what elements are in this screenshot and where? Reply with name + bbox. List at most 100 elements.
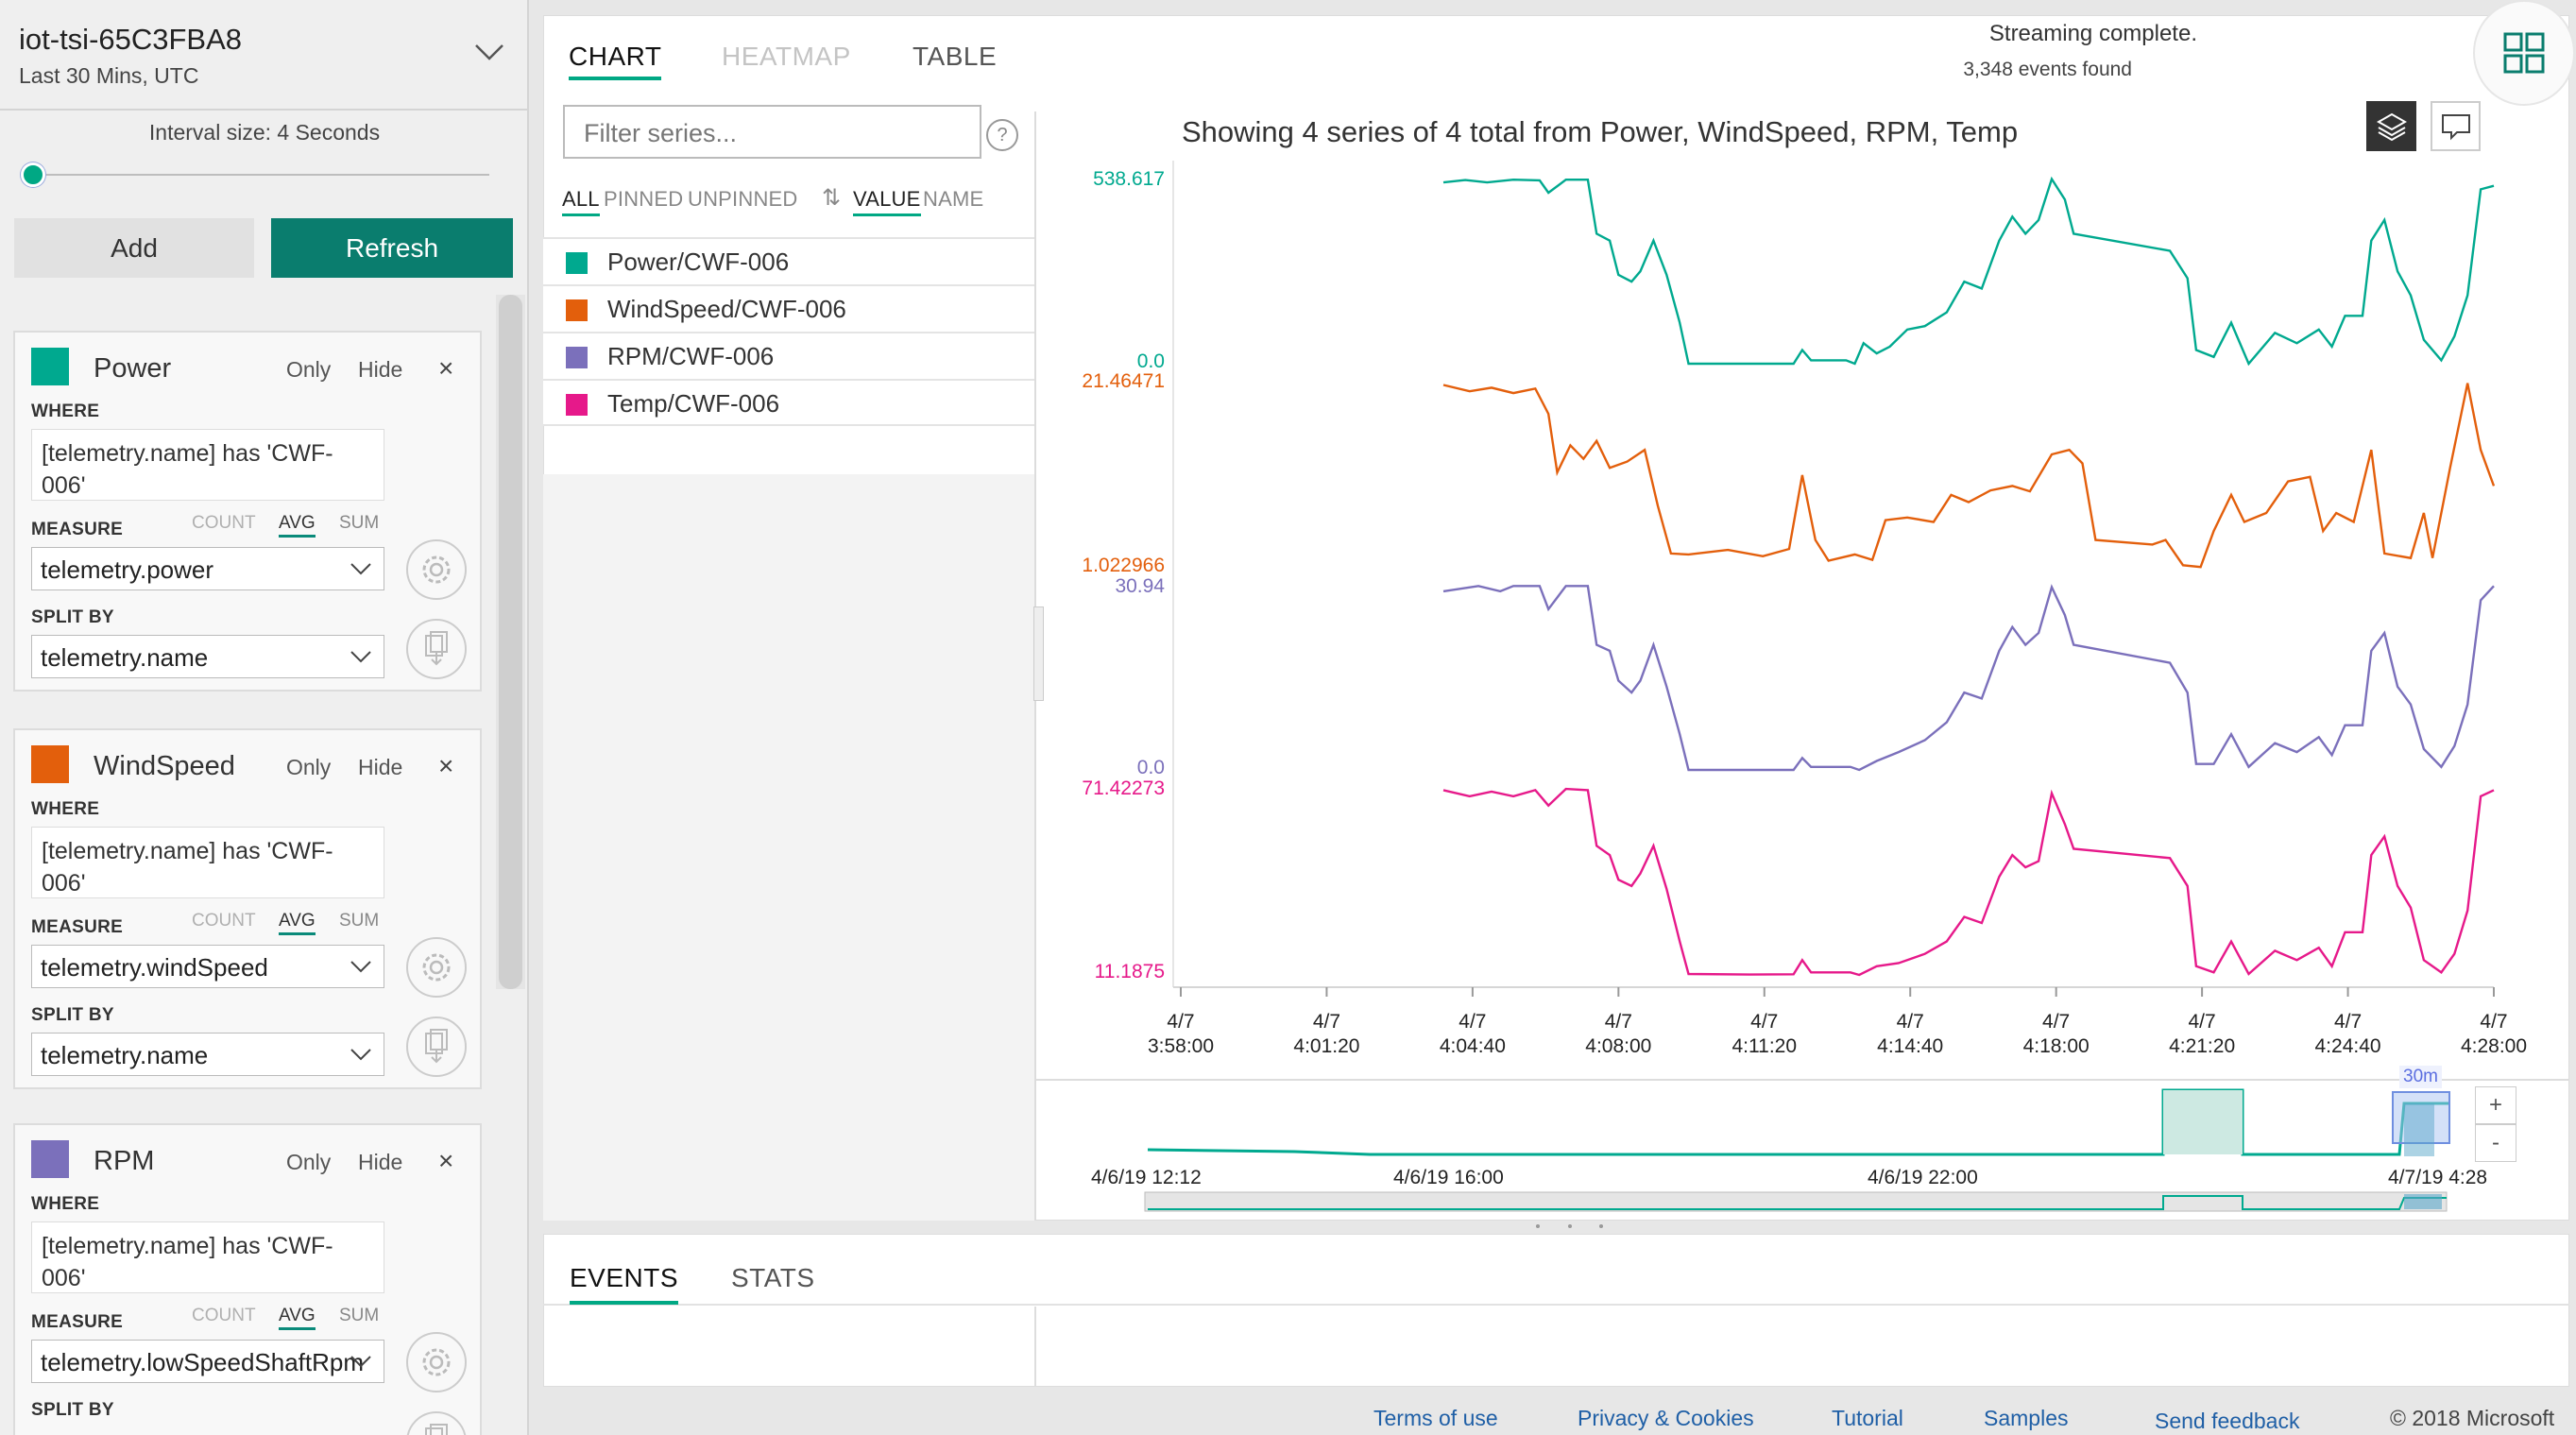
hide-button[interactable]: Hide (358, 1150, 403, 1174)
where-input[interactable]: [telemetry.name] has 'CWF- 006' (31, 429, 384, 501)
zoom-in-button[interactable]: + (2475, 1086, 2516, 1124)
hide-button[interactable]: Hide (358, 357, 403, 382)
sort-value[interactable]: VALUE (853, 187, 921, 216)
series-list-item[interactable]: RPM/CWF-006 (543, 332, 1034, 379)
filter-pinned[interactable]: PINNED (604, 187, 684, 211)
where-input[interactable]: [telemetry.name] has 'CWF- 006' (31, 1221, 384, 1293)
measure-select[interactable]: telemetry.windSpeed (31, 945, 384, 988)
scrollbar-thumb[interactable] (499, 295, 522, 989)
comment-icon[interactable] (2431, 101, 2481, 151)
overview-window-selected (2404, 1103, 2434, 1156)
only-button[interactable]: Only (286, 755, 332, 779)
resize-dot (1568, 1224, 1572, 1228)
split-by-select[interactable]: telemetry.name (31, 635, 384, 678)
gear-icon[interactable] (406, 539, 467, 600)
series-list-item[interactable]: Temp/CWF-006 (543, 379, 1034, 426)
x-tick-time: 3:58:00 (1147, 1035, 1215, 1057)
split-by-select[interactable]: telemetry.name (31, 1033, 384, 1076)
hide-button[interactable]: Hide (358, 755, 403, 779)
sum-option[interactable]: SUM (339, 513, 380, 533)
where-label: WHERE (31, 401, 100, 421)
gear-icon[interactable] (406, 1332, 467, 1392)
chevron-down-icon (350, 1049, 371, 1061)
close-icon[interactable]: × (438, 1146, 454, 1175)
footer-link-terms[interactable]: Terms of use (1373, 1406, 1498, 1430)
sort-icon[interactable]: ⇅ (822, 185, 842, 211)
series-list-item[interactable]: WindSpeed/CWF-006 (543, 284, 1034, 332)
series-label: Power/CWF-006 (607, 248, 790, 276)
only-button[interactable]: Only (286, 1150, 332, 1174)
interval-slider-track[interactable] (34, 174, 489, 176)
pane-resize-handle[interactable] (1033, 606, 1044, 701)
x-tick-date: 4/7 (2333, 1011, 2363, 1033)
where-input[interactable]: [telemetry.name] has 'CWF- 006' (31, 827, 384, 898)
series-swatch (566, 394, 588, 416)
series-lines (1442, 176, 2496, 977)
sum-option[interactable]: SUM (339, 1306, 380, 1325)
close-icon[interactable]: × (438, 751, 454, 780)
cards-scrollbar[interactable] (496, 295, 525, 989)
series-card-power: Power Only Hide × WHERE [telemetry.name]… (13, 331, 482, 692)
x-tick-time: 4:11:20 (1732, 1035, 1798, 1057)
tab-stats[interactable]: STATS (731, 1263, 815, 1292)
count-option[interactable]: COUNT (192, 911, 256, 931)
tab-heatmap[interactable]: HEATMAP (722, 42, 851, 71)
count-option[interactable]: COUNT (192, 1306, 256, 1325)
time-range[interactable]: Last 30 Mins, UTC (19, 63, 199, 88)
sort-name[interactable]: NAME (923, 187, 984, 211)
filter-unpinned[interactable]: UNPINNED (688, 187, 798, 211)
zoom-out-button[interactable]: - (2475, 1124, 2516, 1162)
footer-link-feedback[interactable]: Send feedback (2155, 1409, 2300, 1433)
grid-layout-icon[interactable] (2473, 0, 2575, 106)
x-tick-date: 4/7 (1750, 1011, 1779, 1033)
chevron-down-icon (350, 563, 371, 575)
chevron-down-icon (350, 1356, 371, 1368)
avg-option[interactable]: AVG (279, 513, 316, 538)
series-swatch (566, 347, 588, 368)
close-icon[interactable]: × (438, 353, 454, 383)
environment-chevron-down-icon[interactable] (472, 38, 506, 66)
help-icon[interactable]: ? (986, 119, 1018, 151)
measure-select[interactable]: telemetry.power (31, 547, 384, 590)
split-download-icon[interactable] (406, 619, 467, 679)
chevron-down-icon (350, 961, 371, 973)
interval-slider-thumb[interactable] (21, 162, 45, 187)
add-button[interactable]: Add (14, 218, 254, 278)
x-tick-label: 4/7 4:08:00 (1561, 1010, 1675, 1059)
footer-link-samples[interactable]: Samples (1984, 1406, 2069, 1430)
sum-option[interactable]: SUM (339, 911, 380, 931)
series-color-swatch[interactable] (31, 745, 69, 783)
series-list-item[interactable]: Power/CWF-006 (543, 237, 1034, 284)
avg-option[interactable]: AVG (279, 911, 316, 935)
series-color-swatch[interactable] (31, 348, 69, 385)
stack-layers-icon[interactable] (2366, 101, 2416, 151)
count-option[interactable]: COUNT (192, 513, 256, 533)
measure-select[interactable]: telemetry.lowSpeedShaftRpm (31, 1340, 384, 1383)
overview-label-2200: 4/6/19 22:00 (1868, 1167, 1978, 1188)
tab-chart[interactable]: CHART (569, 42, 662, 80)
avg-option[interactable]: AVG (279, 1306, 316, 1330)
gear-icon[interactable] (406, 937, 467, 998)
filter-all[interactable]: ALL (562, 187, 600, 216)
tab-events[interactable]: EVENTS (570, 1263, 679, 1305)
y-label-temp-min: 11.1875 (1094, 961, 1165, 982)
events-pane-divider (1034, 1307, 1036, 1387)
split-download-icon[interactable] (406, 1016, 467, 1077)
refresh-button[interactable]: Refresh (271, 218, 513, 278)
series-name[interactable]: WindSpeed (94, 751, 235, 781)
environment-name[interactable]: iot-tsi-65C3FBA8 (19, 23, 243, 56)
only-button[interactable]: Only (286, 357, 332, 382)
series-name[interactable]: RPM (94, 1146, 155, 1176)
tab-table[interactable]: TABLE (913, 42, 998, 71)
series-name[interactable]: Power (94, 353, 172, 384)
filter-series-input[interactable]: Filter series... (563, 105, 981, 159)
divider (0, 109, 527, 111)
events-found: 3,348 events found (1963, 59, 2132, 80)
footer-link-privacy[interactable]: Privacy & Cookies (1578, 1406, 1754, 1430)
footer-link-tutorial[interactable]: Tutorial (1832, 1406, 1903, 1430)
x-tick-time: 4:01:20 (1293, 1035, 1360, 1057)
x-tick-date: 4/7 (1604, 1011, 1632, 1033)
series-color-swatch[interactable] (31, 1140, 69, 1178)
